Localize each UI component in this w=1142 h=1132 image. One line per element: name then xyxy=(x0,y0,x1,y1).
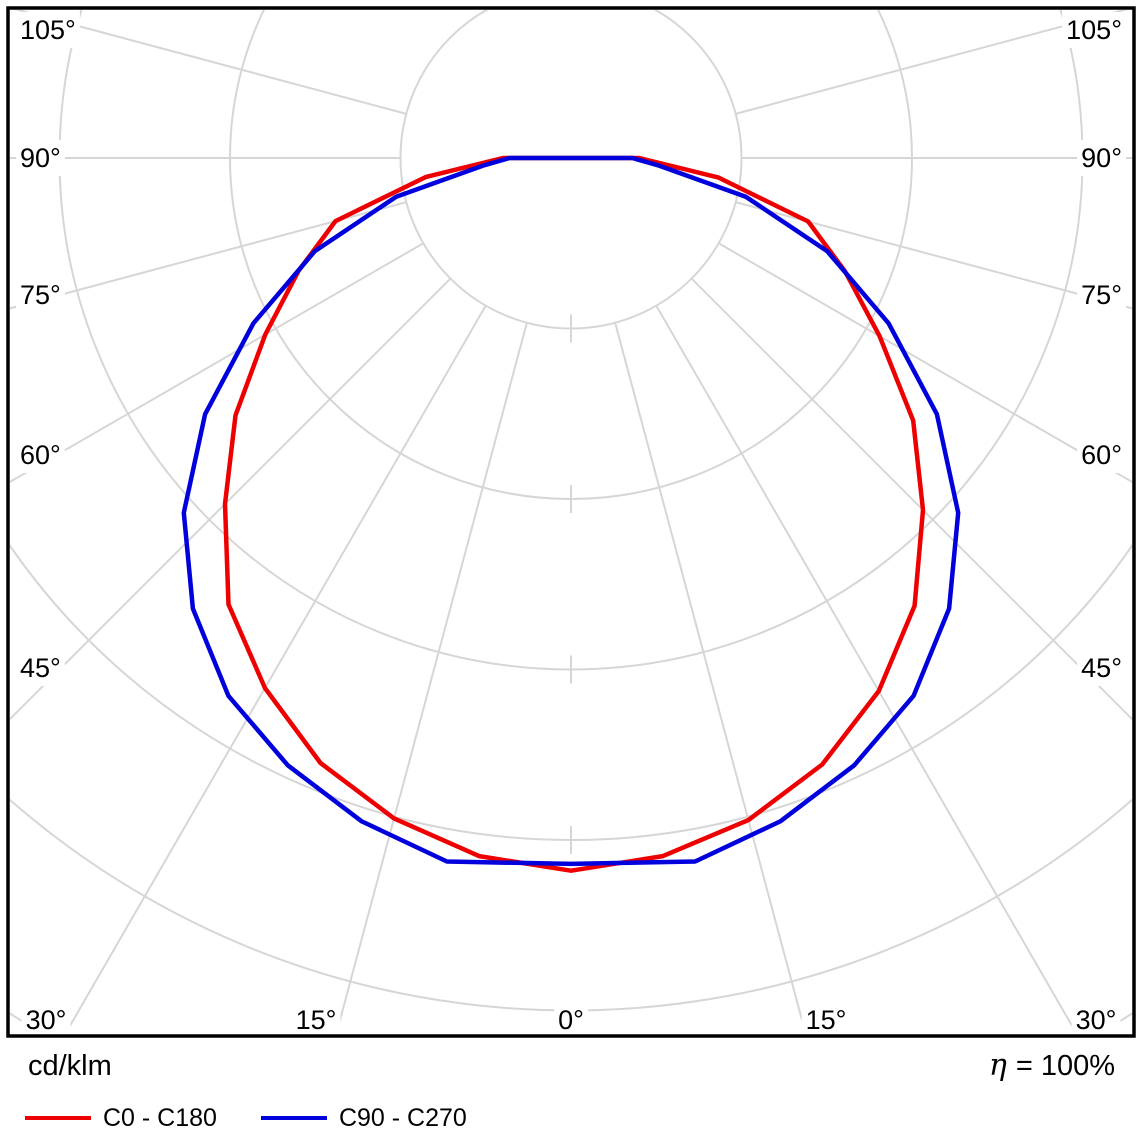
angle-label: 30° xyxy=(26,1005,67,1035)
angle-label: 45° xyxy=(1081,653,1122,683)
grid-spoke xyxy=(10,277,452,721)
angle-label: 60° xyxy=(1081,440,1122,470)
label-mask xyxy=(16,12,80,48)
eta-symbol: η xyxy=(988,1048,1007,1083)
label-mask xyxy=(554,1002,588,1038)
label-mask xyxy=(801,1002,851,1038)
series-c0-label: C0 - C180 xyxy=(103,1103,217,1132)
grid-spoke xyxy=(10,242,424,484)
grid-spoke xyxy=(655,305,1078,1034)
angle-label: 60° xyxy=(20,440,61,470)
grid-spoke xyxy=(735,10,1128,115)
curve-c90-c270 xyxy=(181,155,961,867)
angle-label: 45° xyxy=(20,653,61,683)
polar-chart: 105° 90° 75° 60° 45° 105° 90° 75° 60° 45° 30° 15° 0°… xyxy=(0,0,1142,1042)
label-mask xyxy=(16,277,65,313)
grid-spoke xyxy=(718,242,1132,484)
efficiency-label: η = 100% xyxy=(989,1048,1115,1083)
grid-spoke xyxy=(690,277,1132,721)
label-mask xyxy=(16,140,65,176)
eta-value: = 100% xyxy=(1015,1050,1115,1082)
label-mask xyxy=(1077,140,1126,176)
angle-label: 90° xyxy=(1081,143,1122,173)
legend: cd/klm η = 100% C0 - C180 C90 - C270 xyxy=(0,1042,1142,1132)
label-mask xyxy=(1077,437,1126,473)
angle-label: 15° xyxy=(806,1005,847,1035)
angle-label: 15° xyxy=(296,1005,337,1035)
label-mask xyxy=(291,1002,341,1038)
legend-series: C0 - C180 C90 - C270 xyxy=(25,1103,467,1132)
label-mask xyxy=(16,650,65,686)
grid-spoke xyxy=(735,201,1132,310)
angle-label: 30° xyxy=(1076,1005,1117,1035)
grid-spoke xyxy=(10,201,407,310)
label-mask xyxy=(1077,650,1126,686)
series-c0-swatch xyxy=(25,1116,91,1120)
angle-label: 105° xyxy=(1066,15,1122,45)
chart-border xyxy=(6,6,1136,1038)
angle-label: 0° xyxy=(558,1005,584,1035)
legend-header: cd/klm η = 100% xyxy=(28,1048,1115,1083)
series-c90-label: C90 - C270 xyxy=(338,1103,467,1132)
grid-spoke xyxy=(14,10,407,115)
series-c90-swatch xyxy=(260,1116,327,1120)
label-mask xyxy=(1062,12,1126,48)
chart-background xyxy=(0,0,1142,1042)
label-mask xyxy=(21,1002,71,1038)
label-mask xyxy=(1071,1002,1121,1038)
grid-spoke xyxy=(64,305,487,1034)
label-mask xyxy=(1077,277,1126,313)
angle-label: 75° xyxy=(1081,280,1122,310)
angle-label: 105° xyxy=(20,15,76,45)
angle-label: 75° xyxy=(20,280,61,310)
angle-label: 90° xyxy=(20,143,61,173)
unit-label: cd/klm xyxy=(28,1050,112,1082)
label-mask xyxy=(16,437,65,473)
